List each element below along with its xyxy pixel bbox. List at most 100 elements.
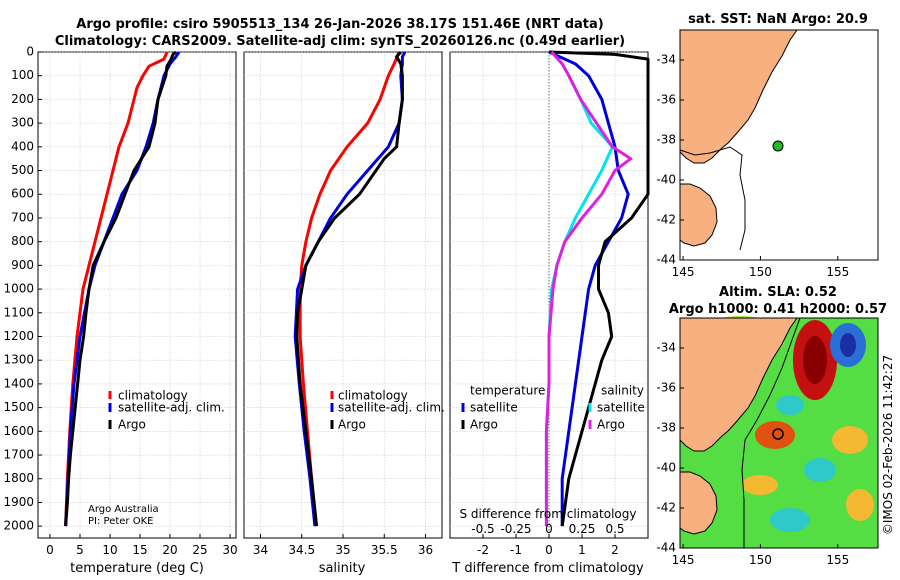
sla-patch (770, 508, 810, 532)
map-y-tick-label: -38 (656, 421, 676, 435)
mainland-land (679, 29, 798, 164)
legend-s-argo: Argo (597, 418, 625, 432)
legend-t-satellite: satellite (470, 401, 518, 415)
tasmania-land (679, 183, 718, 247)
temperature-xlabel: temperature (deg C) (70, 561, 204, 576)
map-y-tick-label: -34 (656, 53, 676, 67)
map-y-tick-label: -44 (656, 541, 676, 555)
legend-satellite: satellite-adj. clim. (338, 401, 445, 415)
map-x-tick-label: 155 (826, 265, 849, 279)
y-tick-label: 1000 (3, 282, 34, 296)
map-y-tick-label: -42 (656, 501, 676, 515)
legend-climatology: climatology (338, 389, 408, 403)
map-y-tick-label: -40 (656, 173, 676, 187)
x-tick-label: -1 (510, 543, 522, 557)
imos-timestamp: ©IMOS 02-Feb-2026 11:42:27 (881, 355, 895, 535)
sst-map-title: sat. SST: NaN Argo: 20.9 (688, 12, 868, 27)
map-y-tick-label: -36 (656, 93, 676, 107)
legend-t-argo: Argo (470, 418, 498, 432)
y-tick-label: 2000 (3, 519, 34, 533)
map-x-tick-label: 150 (749, 553, 772, 567)
y-tick-label: 300 (11, 116, 34, 130)
x2-tick-label: 0.25 (569, 522, 596, 536)
difference-panel: -2 -1 0 1 2 -0.5 -0.25 0 0.25 0.5 S difference f… (449, 50, 650, 576)
y-tick-label: 200 (11, 92, 34, 106)
tasmania-land (679, 471, 718, 535)
x-tick-label: 35.5 (371, 543, 398, 557)
series-s-argo (544, 51, 633, 527)
y-tick-label: 700 (11, 210, 34, 224)
x-tick-label: 0 (46, 543, 54, 557)
legend-argo: Argo (118, 418, 146, 432)
x-tick-label: 1 (578, 543, 586, 557)
legend-climatology: climatology (118, 389, 188, 403)
y-tick-label: 1500 (3, 400, 34, 414)
sla-map-frame (679, 317, 879, 549)
y-tick-label: 1900 (3, 495, 34, 509)
sla-low-core (840, 333, 856, 357)
y-tick-label: 1600 (3, 424, 34, 438)
x-tick-label: 30 (222, 543, 237, 557)
sla-patch (742, 475, 778, 495)
salinity-legend: climatology satellite-adj. clim. Argo (330, 389, 445, 432)
salinity-panel: 34 34.5 35 35.5 36 salinity climatology sate… (243, 51, 445, 576)
x-tick-label: 15 (132, 543, 147, 557)
x2-tick-label: -0.5 (471, 522, 494, 536)
series-argo (64, 50, 177, 527)
map-y-tick-label: -42 (656, 213, 676, 227)
sla-patch (832, 426, 868, 454)
y-tick-label: 0 (26, 45, 34, 59)
sla-high-core (803, 336, 827, 384)
map-y-tick-label: -34 (656, 341, 676, 355)
y-tick-label: 1100 (3, 305, 34, 319)
x-tick-label: 34 (253, 543, 268, 557)
credit-line-2: PI: Peter OKE (88, 516, 153, 527)
y-tick-label: 1800 (3, 471, 34, 485)
temperature-legend: climatology satellite-adj. clim. Argo (108, 389, 225, 432)
s-difference-xlabel: S difference from climatology (460, 507, 637, 521)
y-tick-label: 500 (11, 163, 34, 177)
sla-patch (804, 458, 836, 482)
sla-map-title-1: Altim. SLA: 0.52 (719, 285, 837, 300)
map-x-tick-label: 145 (672, 553, 695, 567)
x-tick-label: 25 (192, 543, 207, 557)
x-tick-label: 34.5 (288, 543, 315, 557)
sla-eddy-near-float (755, 421, 795, 449)
x-tick-label: 36 (418, 543, 433, 557)
title-line-2: Climatology: CARS2009. Satellite-adj cli… (55, 34, 625, 49)
y-tick-label: 100 (11, 68, 34, 82)
map-x-tick-label: 155 (826, 553, 849, 567)
title-line-1: Argo profile: csiro 5905513_134 26-Jan-2… (76, 17, 603, 32)
y-tick-label: 800 (11, 234, 34, 248)
t-difference-xlabel: T difference from climatology (451, 561, 644, 576)
sla-patch (846, 489, 874, 521)
x2-tick-label: 0.5 (605, 522, 624, 536)
y-tick-label: 1400 (3, 376, 34, 390)
map-x-tick-label: 150 (749, 265, 772, 279)
sla-map: Altim. SLA: 0.52 Argo h1000: 0.41 h2000:… (656, 285, 887, 567)
x-tick-label: -2 (477, 543, 489, 557)
map-x-tick-label: 145 (672, 265, 695, 279)
temperature-panel: 0100200300400500600700800900100011001200… (3, 45, 237, 577)
mainland-land (679, 317, 798, 452)
series-satellite-adj-clim- (64, 51, 181, 527)
x-tick-label: 35 (335, 543, 350, 557)
sla-map-title-2: Argo h1000: 0.41 h2000: 0.57 (669, 302, 887, 317)
legend-s-satellite: satellite (597, 401, 645, 415)
y-tick-label: 900 (11, 258, 34, 272)
x2-tick-label: -0.25 (500, 522, 531, 536)
series-t-satellite (548, 50, 630, 527)
y-tick-label: 600 (11, 187, 34, 201)
map-y-tick-label: -38 (656, 133, 676, 147)
legend-argo: Argo (338, 418, 366, 432)
salinity-xlabel: salinity (319, 561, 366, 576)
shelf-contour (741, 317, 801, 548)
argo-float-marker (772, 140, 784, 152)
series-climatology (298, 51, 401, 527)
x-tick-label: 10 (102, 543, 117, 557)
x-tick-label: 20 (162, 543, 177, 557)
argo-float-marker (772, 428, 784, 440)
y-tick-label: 1700 (3, 448, 34, 462)
series-t-argo (548, 50, 650, 527)
